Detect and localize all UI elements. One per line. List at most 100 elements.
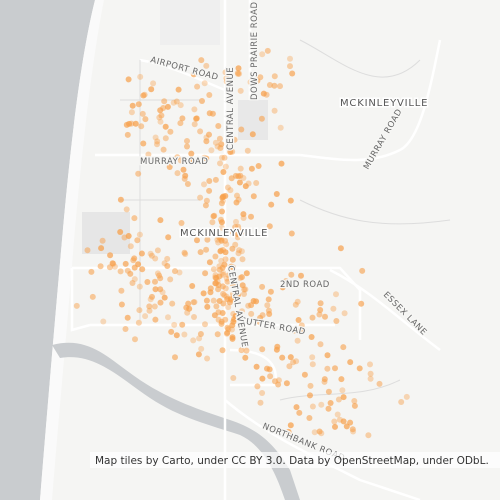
location-dot — [324, 365, 331, 372]
location-dot — [359, 267, 366, 274]
location-dot — [292, 301, 299, 308]
location-dot — [209, 219, 216, 226]
location-dot — [212, 253, 219, 260]
location-dot — [240, 211, 247, 218]
attribution-bg — [90, 452, 500, 468]
location-dot — [156, 272, 163, 279]
location-dot — [238, 248, 245, 255]
location-dot — [117, 229, 124, 235]
location-dot — [230, 375, 237, 381]
location-dot — [215, 309, 222, 316]
location-dot — [197, 194, 204, 201]
location-dot — [242, 183, 249, 190]
location-dot — [223, 293, 230, 300]
location-dot — [203, 138, 210, 145]
location-dot — [165, 314, 171, 321]
location-dot — [271, 73, 278, 80]
location-dot — [158, 112, 165, 119]
location-dot — [236, 179, 243, 186]
location-dot — [219, 208, 225, 215]
location-dot — [206, 259, 213, 266]
location-dot — [282, 278, 289, 285]
location-dot — [201, 181, 207, 188]
location-dot — [244, 147, 251, 154]
location-dot — [222, 69, 229, 76]
location-dot — [332, 365, 338, 372]
location-dot — [223, 330, 230, 337]
location-dot — [306, 415, 313, 421]
location-dot — [291, 327, 297, 334]
location-dot — [236, 70, 243, 77]
location-dot — [140, 140, 147, 147]
location-dot — [265, 307, 272, 314]
location-dot — [248, 213, 254, 220]
location-dot — [166, 164, 173, 170]
location-dot — [214, 236, 221, 243]
location-dot — [138, 123, 145, 130]
location-dot — [135, 101, 142, 108]
location-dot — [194, 83, 201, 90]
location-dot — [169, 300, 176, 307]
location-dot — [131, 276, 138, 283]
location-dot — [203, 246, 210, 253]
location-dot — [84, 247, 91, 254]
location-dot — [227, 149, 234, 155]
location-dot — [146, 307, 153, 314]
location-dot — [124, 131, 131, 138]
location-dot — [190, 299, 197, 306]
location-dot — [157, 286, 164, 293]
location-dot — [308, 334, 315, 340]
location-dot — [217, 160, 223, 167]
location-dot — [222, 285, 229, 292]
location-dot — [136, 307, 143, 314]
location-dot — [127, 243, 134, 250]
location-dot — [154, 247, 161, 254]
location-dot — [376, 380, 383, 387]
location-dot — [151, 303, 158, 310]
location-dot — [288, 271, 295, 278]
location-dot — [162, 135, 169, 142]
location-dot — [231, 316, 238, 323]
location-dot — [259, 390, 266, 396]
location-dot — [248, 302, 255, 309]
location-dot — [177, 102, 184, 109]
location-dot — [220, 169, 227, 175]
location-dot — [178, 220, 185, 226]
location-dot — [266, 223, 273, 230]
location-dot — [257, 74, 264, 81]
location-dot — [287, 55, 293, 62]
location-dot — [255, 163, 262, 169]
location-dot — [340, 418, 347, 425]
location-dot — [209, 110, 216, 117]
location-dot — [229, 334, 236, 341]
location-dot — [131, 215, 138, 222]
location-dot — [161, 98, 168, 105]
location-dot — [227, 187, 234, 194]
location-dot — [215, 239, 222, 246]
location-dot — [339, 387, 346, 394]
location-dot — [277, 83, 283, 90]
road-label: 2ND ROAD — [280, 280, 330, 290]
location-dot — [179, 321, 186, 328]
location-dot — [197, 331, 204, 337]
location-dot — [218, 219, 225, 226]
location-dot — [225, 326, 232, 333]
location-dot — [195, 351, 202, 358]
location-dot — [148, 252, 155, 259]
location-dot — [227, 295, 234, 302]
location-dot — [258, 115, 265, 122]
location-dot — [176, 269, 183, 276]
road-label: MURRAY ROAD — [140, 157, 208, 167]
location-dot — [202, 202, 209, 209]
location-dot — [245, 180, 252, 187]
location-dot — [157, 107, 164, 114]
location-dot — [188, 150, 195, 157]
location-dot — [212, 176, 219, 183]
location-dot — [137, 73, 144, 80]
location-dot — [243, 270, 250, 277]
location-dot — [210, 213, 217, 220]
location-dot — [288, 230, 295, 237]
location-dot — [256, 318, 263, 325]
location-dot — [152, 316, 159, 323]
location-dot — [210, 266, 217, 273]
